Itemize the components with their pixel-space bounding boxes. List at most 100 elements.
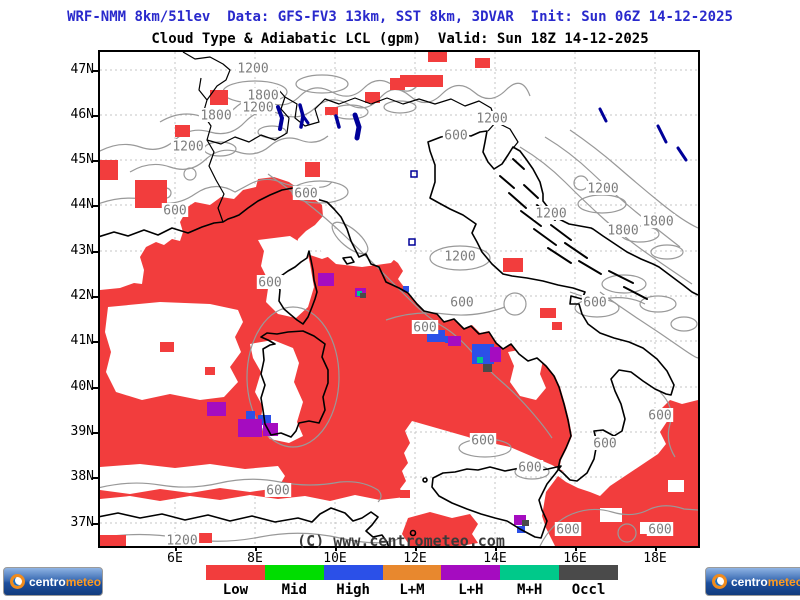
lat-tick-38N: [93, 477, 99, 479]
centrometeo-logo-text: centrometeo: [731, 574, 800, 589]
lat-label-43N: 43N: [70, 243, 94, 258]
lon-tick-18E: [655, 546, 657, 551]
low-cloud-regions: [100, 177, 698, 546]
legend-label-High: High: [336, 582, 370, 598]
svg-text:600: 600: [648, 409, 671, 424]
legend-swatch-High: [323, 565, 383, 580]
legend-swatch-L+M: [382, 565, 442, 580]
legend-swatch-Mid: [264, 565, 324, 580]
svg-text:600: 600: [648, 523, 671, 538]
lon-label-10E: 10E: [323, 551, 347, 566]
contour-value-labels: 1200 1800 1200 1800 1200 600 600 1200 600 1200 120…: [161, 61, 676, 547]
svg-text:600: 600: [583, 296, 606, 311]
centrometeo-logo-text: centrometeo: [29, 574, 102, 589]
cloud-cell-lh: [207, 402, 226, 416]
svg-text:1200: 1200: [237, 62, 268, 77]
centrometeo-logo-right[interactable]: centrometeo: [705, 567, 800, 596]
cloud-cell-high: [246, 411, 255, 419]
svg-text:600: 600: [258, 276, 281, 291]
svg-text:1200: 1200: [166, 534, 197, 547]
legend-swatch-Occl: [559, 565, 618, 580]
cloud-cell-high: [403, 286, 409, 292]
centrometeo-logo-left[interactable]: centrometeo: [3, 567, 103, 596]
map-frame: 1200 1800 1200 1800 1200 600 600 1200 600 1200 120…: [98, 50, 700, 548]
cloud-cell-mh: [477, 357, 483, 363]
lon-tick-8E: [255, 546, 257, 551]
lon-label-6E: 6E: [167, 551, 183, 566]
svg-text:1200: 1200: [444, 250, 475, 265]
cloud-cell-low: [503, 258, 523, 272]
legend-swatch-M+H: [500, 565, 560, 580]
svg-text:1200: 1200: [476, 112, 507, 127]
legend-label-Occl: Occl: [571, 582, 606, 598]
lat-tick-42N: [93, 296, 99, 298]
lon-tick-12E: [415, 546, 417, 551]
cloud-cell-low: [540, 308, 556, 318]
svg-text:1200: 1200: [535, 207, 566, 222]
map-canvas: 1200 1800 1200 1800 1200 600 600 1200 600 1200 120…: [100, 52, 698, 546]
svg-text:1800: 1800: [247, 89, 278, 104]
lat-tick-44N: [93, 205, 99, 207]
centrometeo-swirl-icon: [10, 574, 25, 589]
lat-tick-40N: [93, 387, 99, 389]
lon-label-12E: 12E: [403, 551, 427, 566]
cloud-cell-lh: [490, 347, 501, 362]
legend-label-Low: Low: [222, 582, 249, 598]
cloud-cell-low: [135, 180, 167, 208]
cloud-cell-low: [325, 107, 338, 115]
cloud-cell-low: [100, 535, 126, 546]
legend-swatch-L+H: [441, 565, 501, 580]
cloud-type-legend: Low Mid High L+M L+H M+H Occl: [206, 565, 618, 598]
lat-label-41N: 41N: [70, 333, 94, 348]
model-title: WRF-NMM 8km/51lev Data: GFS-FV3 13km, SS…: [67, 9, 733, 25]
cloud-cell-low: [305, 162, 320, 177]
cloud-cell-low: [475, 58, 490, 68]
lon-tick-16E: [575, 546, 577, 551]
svg-text:600: 600: [444, 129, 467, 144]
cloud-cell-occl: [522, 520, 529, 526]
lat-label-45N: 45N: [70, 152, 94, 167]
lat-label-39N: 39N: [70, 424, 94, 439]
cloud-cell-low: [196, 533, 212, 543]
svg-text:1800: 1800: [200, 109, 231, 124]
svg-text:600: 600: [413, 321, 436, 336]
copyright-watermark: (C) www.centrometeo.com: [297, 532, 505, 550]
legend-label-L+M: L+M: [399, 582, 425, 598]
lat-label-47N: 47N: [70, 62, 94, 77]
lat-tick-45N: [93, 160, 99, 162]
svg-text:1200: 1200: [587, 182, 618, 197]
lat-label-40N: 40N: [70, 379, 94, 394]
cloud-cell-lh: [318, 273, 334, 286]
lat-label-42N: 42N: [70, 288, 94, 303]
legend-swatch-Low: [206, 565, 265, 580]
svg-text:600: 600: [593, 437, 616, 452]
cloud-cell-low: [428, 52, 447, 62]
legend-label-L+H: L+H: [458, 582, 484, 598]
lon-label-8E: 8E: [247, 551, 263, 566]
lon-tick-6E: [175, 546, 177, 551]
cloud-cell-low: [210, 90, 228, 105]
cloud-type-cells: [100, 52, 562, 546]
coastlines: [100, 52, 698, 546]
lat-label-37N: 37N: [70, 515, 94, 530]
lat-tick-47N: [93, 70, 99, 72]
svg-text:600: 600: [163, 204, 186, 219]
cloud-cell-low: [552, 322, 562, 330]
svg-text:600: 600: [471, 434, 494, 449]
svg-text:1800: 1800: [607, 224, 638, 239]
cloud-cell-lh: [448, 336, 461, 346]
svg-text:600: 600: [294, 187, 317, 202]
lon-label-16E: 16E: [563, 551, 587, 566]
lat-tick-37N: [93, 523, 99, 525]
lon-tick-10E: [335, 546, 337, 551]
cloud-cell-low: [365, 92, 380, 103]
lat-label-46N: 46N: [70, 107, 94, 122]
lat-label-38N: 38N: [70, 469, 94, 484]
cloud-cell-low: [205, 367, 215, 375]
chart-title: Cloud Type & Adiabatic LCL (gpm) Valid: …: [151, 31, 649, 47]
cloud-cell-low: [400, 75, 443, 87]
lon-label-18E: 18E: [643, 551, 667, 566]
lon-label-14E: 14E: [483, 551, 507, 566]
cloud-cell-occl: [483, 364, 492, 372]
